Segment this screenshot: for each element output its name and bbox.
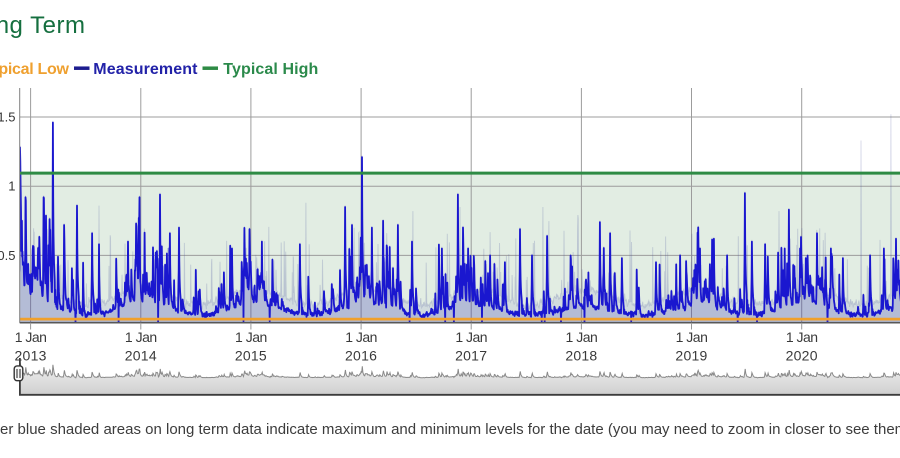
svg-text:2017: 2017 <box>455 347 487 363</box>
svg-text:Long Term: Long Term <box>0 12 85 39</box>
svg-text:1 Jan: 1 Jan <box>235 329 267 345</box>
svg-text:1 Jan: 1 Jan <box>566 329 598 345</box>
svg-text:1: 1 <box>8 179 15 194</box>
svg-text:Typical High: Typical High <box>223 61 318 78</box>
svg-text:Measurement: Measurement <box>93 61 198 78</box>
svg-text:Typical Low: Typical Low <box>0 61 70 78</box>
svg-text:0.5: 0.5 <box>0 248 16 263</box>
svg-text:1 Jan: 1 Jan <box>345 329 377 345</box>
svg-text:2018: 2018 <box>565 347 597 363</box>
svg-text:1 Jan: 1 Jan <box>15 329 47 345</box>
svg-text:2019: 2019 <box>675 347 707 363</box>
svg-text:1 Jan: 1 Jan <box>455 329 487 345</box>
svg-text:2013: 2013 <box>15 347 47 363</box>
svg-text:1 Jan: 1 Jan <box>676 329 708 345</box>
svg-text:2015: 2015 <box>235 347 267 363</box>
svg-text:1 Jan: 1 Jan <box>125 329 157 345</box>
svg-text:2016: 2016 <box>345 347 377 363</box>
svg-text:The lighter blue shaded areas: The lighter blue shaded areas on long te… <box>0 421 900 438</box>
svg-text:1 Jan: 1 Jan <box>786 329 818 345</box>
svg-text:1.5: 1.5 <box>0 110 16 125</box>
svg-text:2014: 2014 <box>125 347 157 363</box>
svg-text:2020: 2020 <box>786 347 818 363</box>
